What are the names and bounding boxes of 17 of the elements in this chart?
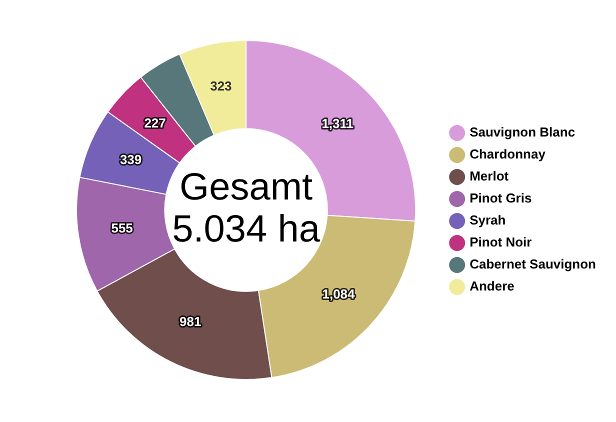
- legend-label: Chardonnay: [470, 146, 546, 162]
- text: 5.034 ha: [172, 208, 321, 250]
- legend-label: Sauvignon Blanc: [470, 124, 576, 140]
- text: Gesamt: [180, 166, 313, 208]
- legend-label: Pinot Gris: [470, 190, 532, 206]
- data-label: 981: [180, 314, 202, 329]
- legend-label: Cabernet Sauvignon: [470, 256, 596, 272]
- data-label: 339: [120, 152, 142, 168]
- data-label: 1,311: [322, 116, 354, 131]
- data-label: 1,084: [322, 286, 356, 302]
- data-label: 555: [111, 220, 133, 236]
- data-label: 227: [144, 115, 166, 130]
- legend-label: Merlot: [470, 168, 510, 184]
- legend-label: Pinot Noir: [470, 234, 532, 250]
- legend-label: Syrah: [470, 212, 506, 228]
- data-label: 323: [210, 78, 232, 94]
- legend-label: Andere: [470, 278, 514, 294]
